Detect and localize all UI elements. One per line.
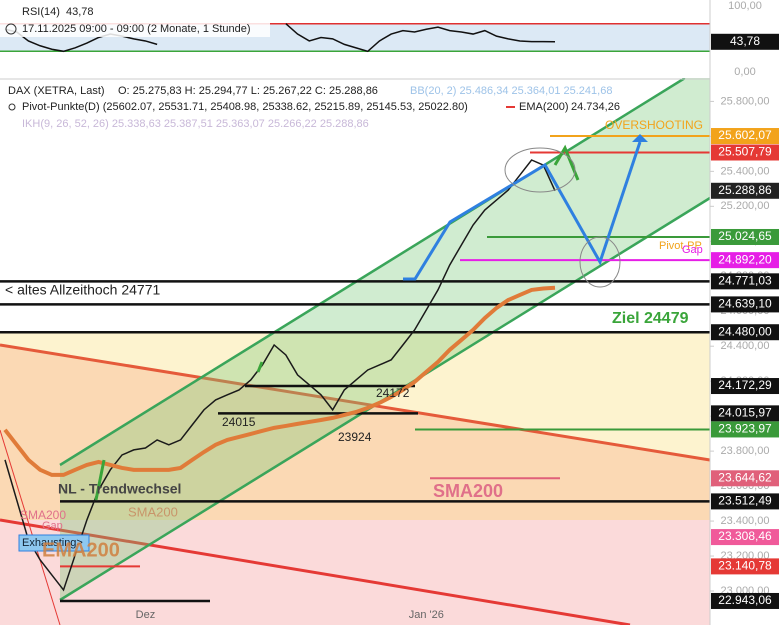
trend-line — [0, 429, 61, 625]
level-box — [711, 470, 779, 487]
trend-line — [0, 343, 711, 462]
level-label: 25.507,79 — [718, 145, 772, 159]
arrow — [94, 459, 106, 501]
level-label: 23.308,46 — [718, 529, 772, 543]
level-label: 23.512,49 — [718, 494, 772, 508]
y-tick-label: 23.400,00 — [721, 515, 770, 527]
level-box — [711, 558, 779, 575]
rsi-title: RSI(14) — [22, 6, 60, 18]
ema-name: EMA(200) — [519, 101, 569, 113]
channel-line — [59, 76, 686, 467]
level-box — [711, 144, 779, 161]
series-line — [3, 285, 556, 477]
forecast-path — [403, 141, 642, 281]
arrow — [256, 361, 264, 373]
annotation-box — [18, 534, 90, 552]
series-line — [285, 23, 556, 53]
clock-icon — [5, 23, 17, 35]
y-tick-label: 24.400,00 — [721, 340, 770, 352]
annotation: EMA200 — [42, 539, 120, 561]
annotation: 24015 — [222, 415, 256, 429]
annotation: Exhausting> — [22, 537, 83, 549]
y-tick-label: 25.200,00 — [721, 200, 770, 212]
arrow-head — [632, 134, 648, 142]
annotation: < altes Allzeithoch 24771 — [5, 282, 160, 298]
level-box — [711, 228, 779, 245]
series-line — [4, 28, 158, 53]
level-label: 24.892,20 — [718, 252, 772, 266]
level-box — [711, 405, 779, 422]
level-box — [711, 421, 779, 438]
level-box — [711, 592, 779, 609]
pivot-legend: Pivot-Punkte(D) (25602.07, 25531.71, 254… — [22, 101, 468, 113]
level-label: 25.288,86 — [718, 183, 772, 197]
y-tick-label: 25.400,00 — [721, 165, 770, 177]
level-box — [711, 252, 779, 269]
level-label: 25.024,65 — [718, 229, 772, 243]
series-name: DAX (XETRA, Last) — [8, 85, 105, 97]
trend-line — [0, 518, 631, 625]
level-label: 24.480,00 — [718, 324, 772, 338]
ohlc: O: 25.275,83 H: 25.294,77 L: 25.267,22 C… — [118, 85, 378, 97]
annotation: SMA200 — [433, 481, 503, 501]
y-tick-label: 100,00 — [728, 0, 762, 12]
zone-yellow — [0, 332, 710, 460]
bb-legend: BB(20, 2) 25.486,34 25.364,01 25.241,68 — [410, 85, 612, 97]
level-label: 24.172,29 — [718, 378, 772, 392]
level-box — [711, 378, 779, 395]
ema-value: 24.734,26 — [571, 101, 620, 113]
level-box — [711, 273, 779, 290]
ikh-legend: IKH(9, 26, 52, 26) 25.338,63 25.387,51 2… — [22, 118, 369, 130]
level-box — [711, 493, 779, 510]
pivot-icon — [8, 103, 16, 111]
level-box — [711, 182, 779, 199]
level-label: 23.140,78 — [718, 559, 772, 573]
y-tick-label: 0,00 — [734, 66, 755, 78]
level-box — [711, 296, 779, 313]
value-label: 43,78 — [730, 34, 760, 48]
annotation: NL - Trendwechsel — [58, 481, 181, 497]
marker-ellipse — [579, 236, 621, 288]
annotation: SMA200 — [128, 504, 178, 519]
x-tick-label: Jan '26 — [409, 609, 444, 621]
x-tick-label: Dez — [136, 609, 156, 621]
level-label: 22.943,06 — [718, 593, 772, 607]
y-tick-label: 25.800,00 — [721, 95, 770, 107]
level-box — [711, 324, 779, 341]
annotation: Gap — [682, 244, 703, 256]
value-box — [711, 33, 779, 50]
rsi-value: 43,78 — [66, 6, 94, 18]
rsi-subtitle: 17.11.2025 09:00 - 09:00 (2 Monate, 1 St… — [22, 23, 251, 35]
zone-peach — [0, 345, 710, 520]
level-label: 24.771,03 — [718, 274, 772, 288]
annotation: 24172 — [376, 386, 410, 400]
level-label: 23.644,62 — [718, 470, 772, 484]
annotation: Gap — [42, 520, 63, 532]
annotation: SMA200 — [20, 508, 66, 522]
level-label: 23.923,97 — [718, 422, 772, 436]
axis-bg — [710, 0, 780, 625]
level-box — [711, 128, 779, 145]
arrow — [553, 144, 580, 181]
channel — [60, 78, 710, 600]
annotation: 23924 — [338, 430, 372, 444]
level-label: 25.602,07 — [718, 128, 772, 142]
level-box — [711, 529, 779, 546]
annotation: Pivot-PP — [659, 240, 702, 252]
zone-pink — [0, 520, 710, 625]
level-label: 24.639,10 — [718, 297, 772, 311]
level-label: 24.015,97 — [718, 406, 772, 420]
annotation: Ziel 24479 — [612, 310, 689, 327]
marker-ellipse — [504, 147, 576, 193]
rsi-header-bg — [0, 3, 270, 37]
annotation: OVERSHOOTING — [605, 118, 703, 132]
y-tick-label: 23.800,00 — [721, 445, 770, 457]
